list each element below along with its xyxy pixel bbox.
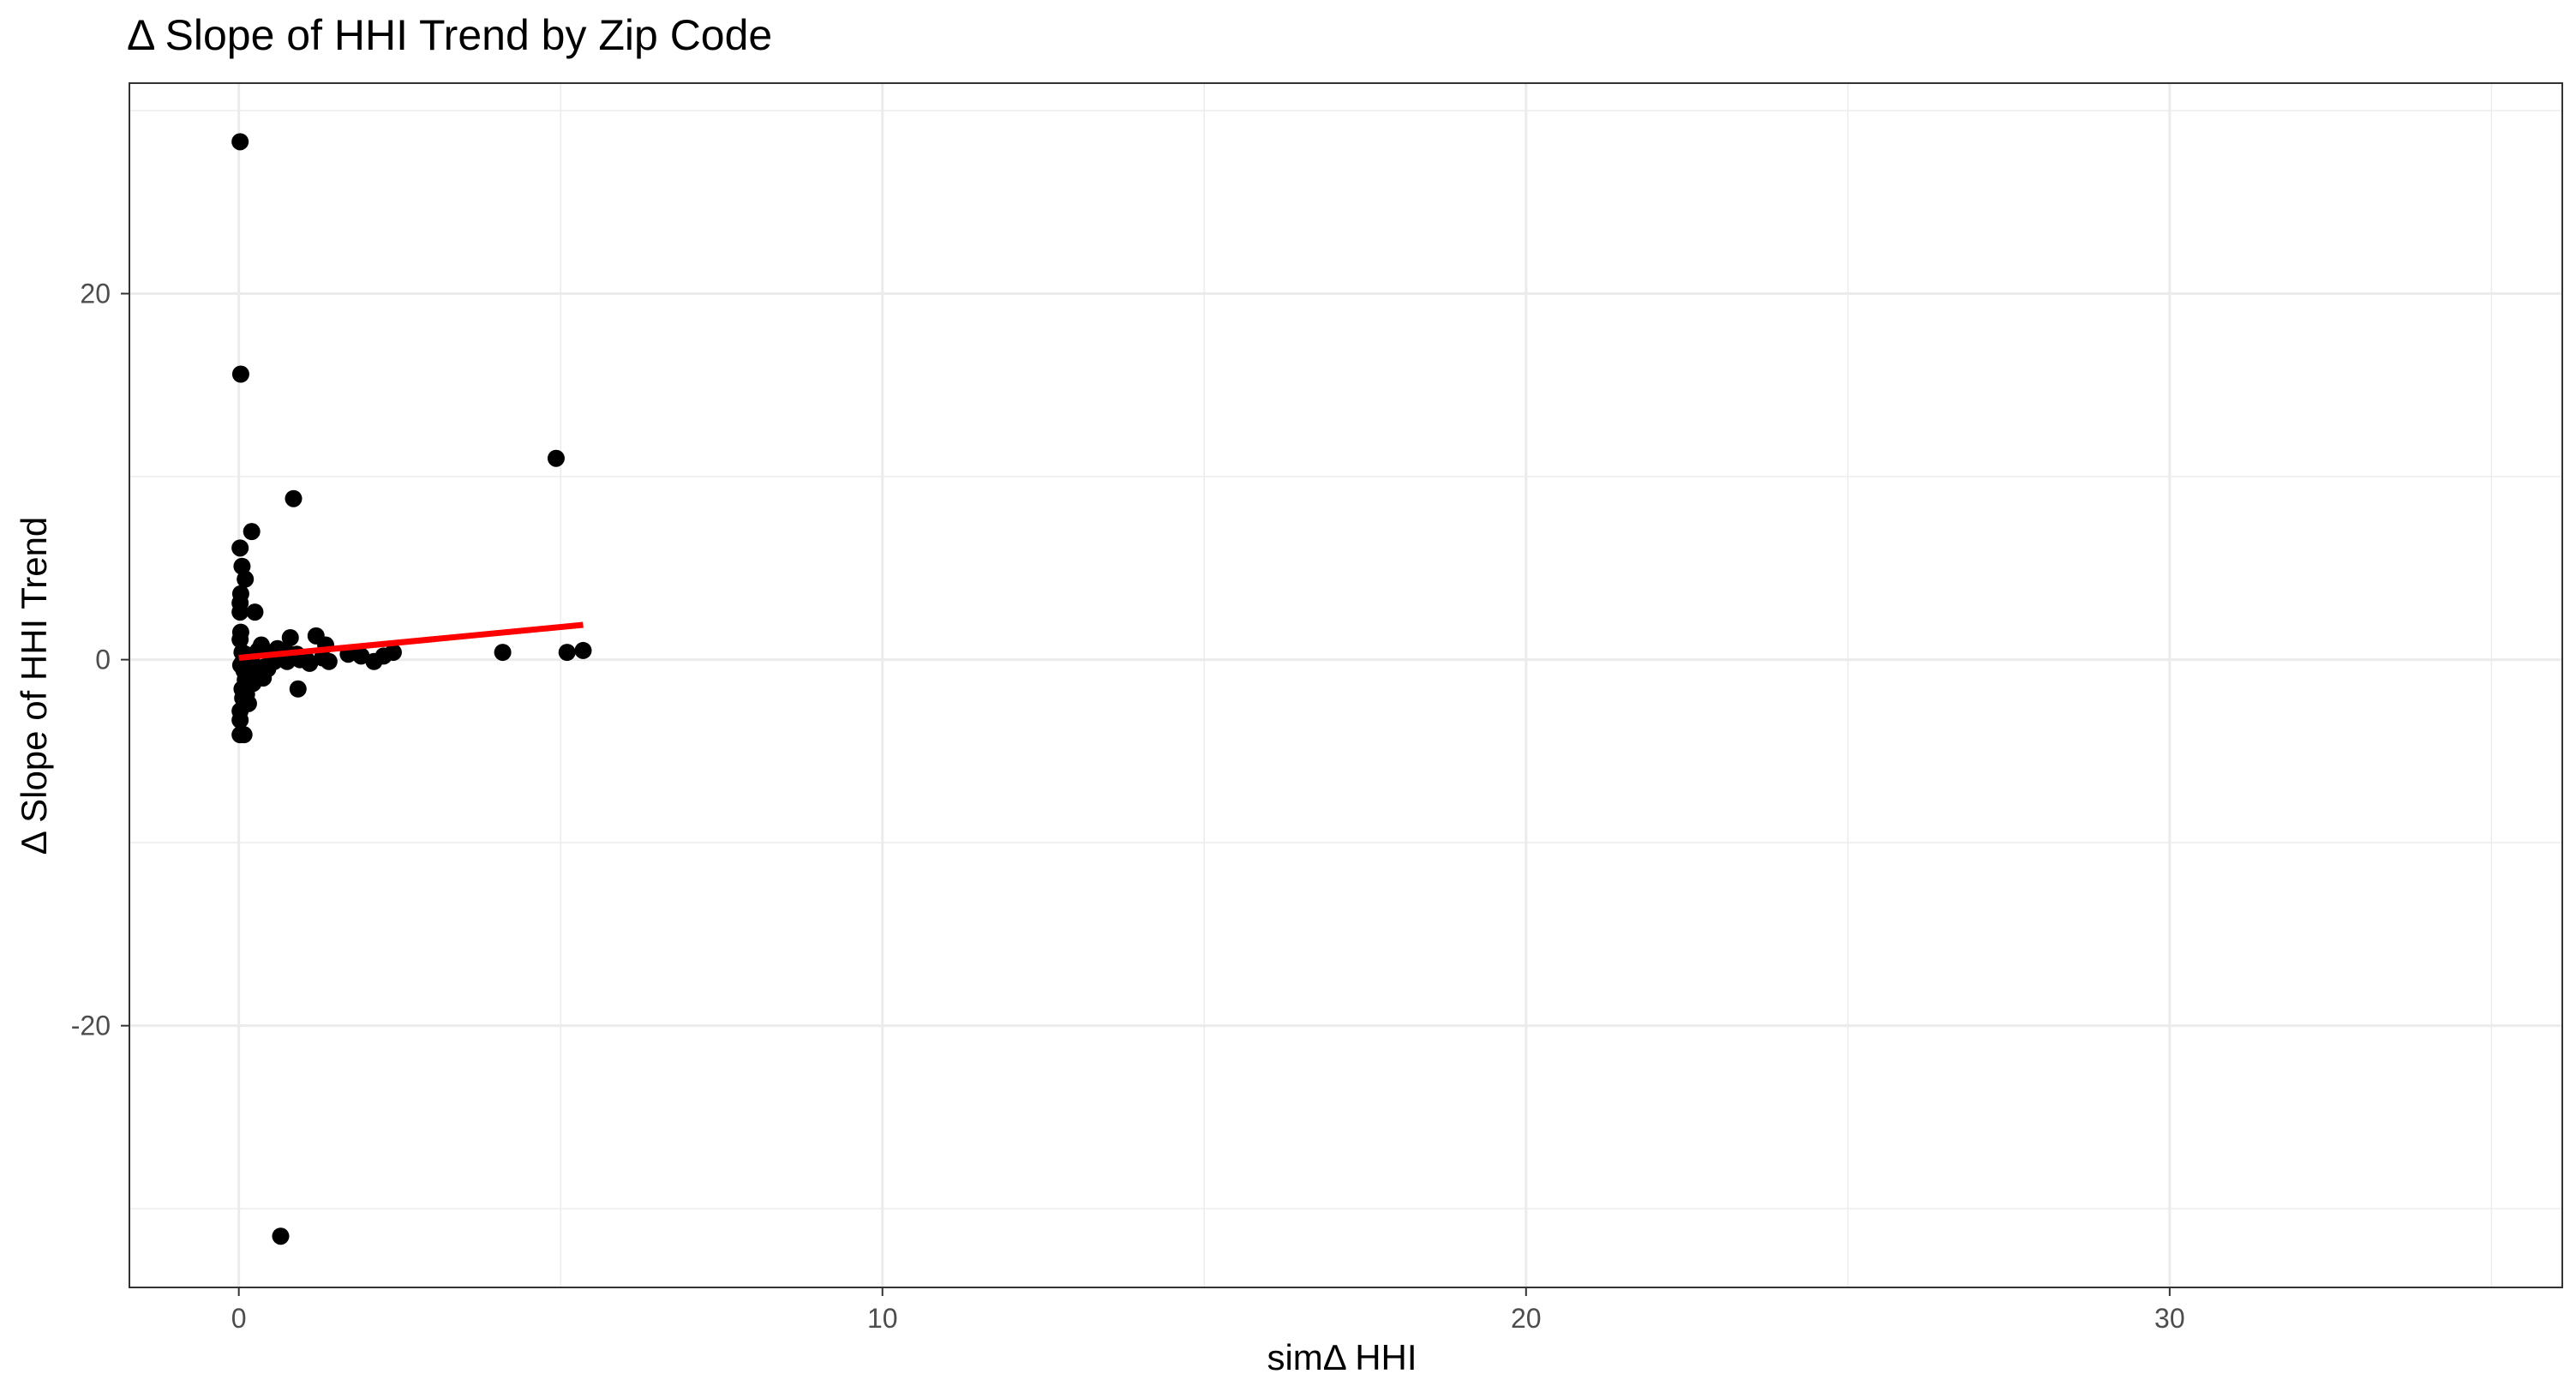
data-point [272, 1227, 290, 1245]
data-point [352, 647, 370, 665]
data-point [384, 644, 402, 662]
x-tick-label: 30 [2154, 1303, 2185, 1334]
y-axis-label: Δ Slope of HHI Trend [14, 517, 54, 855]
y-tick-label: 20 [80, 279, 111, 309]
data-point [558, 644, 576, 662]
plot-area: 0 10 20 30 -20 0 20 [71, 82, 2563, 1334]
data-point [547, 449, 565, 467]
data-point [301, 654, 319, 672]
data-point [289, 680, 307, 698]
data-point [233, 557, 251, 575]
x-tick-label: 0 [231, 1303, 247, 1334]
data-point [235, 726, 253, 744]
data-point [231, 603, 249, 621]
y-tick-label: -20 [71, 1011, 111, 1041]
data-point [255, 669, 273, 687]
data-point [243, 523, 261, 541]
y-tick-label: 0 [95, 645, 111, 675]
x-tick-label: 10 [867, 1303, 898, 1334]
data-point [281, 628, 299, 646]
x-tick-label: 20 [1511, 1303, 1542, 1334]
trend-line [238, 621, 584, 661]
data-point [279, 652, 297, 670]
data-point [237, 570, 255, 588]
data-point [494, 644, 512, 662]
data-point [285, 489, 303, 507]
data-point [314, 649, 332, 667]
data-point [231, 133, 249, 151]
chart-title: Δ Slope of HHI Trend by Zip Code [127, 11, 772, 59]
data-point [231, 657, 249, 675]
panel-border [129, 82, 2563, 1288]
data-point [231, 631, 249, 649]
data-point [231, 539, 249, 557]
data-point [574, 641, 592, 659]
panel-background [129, 83, 2562, 1287]
data-point [246, 603, 264, 621]
x-axis-label: simΔ HHI [1267, 1337, 1417, 1377]
data-point [231, 711, 249, 729]
data-point [231, 365, 249, 383]
